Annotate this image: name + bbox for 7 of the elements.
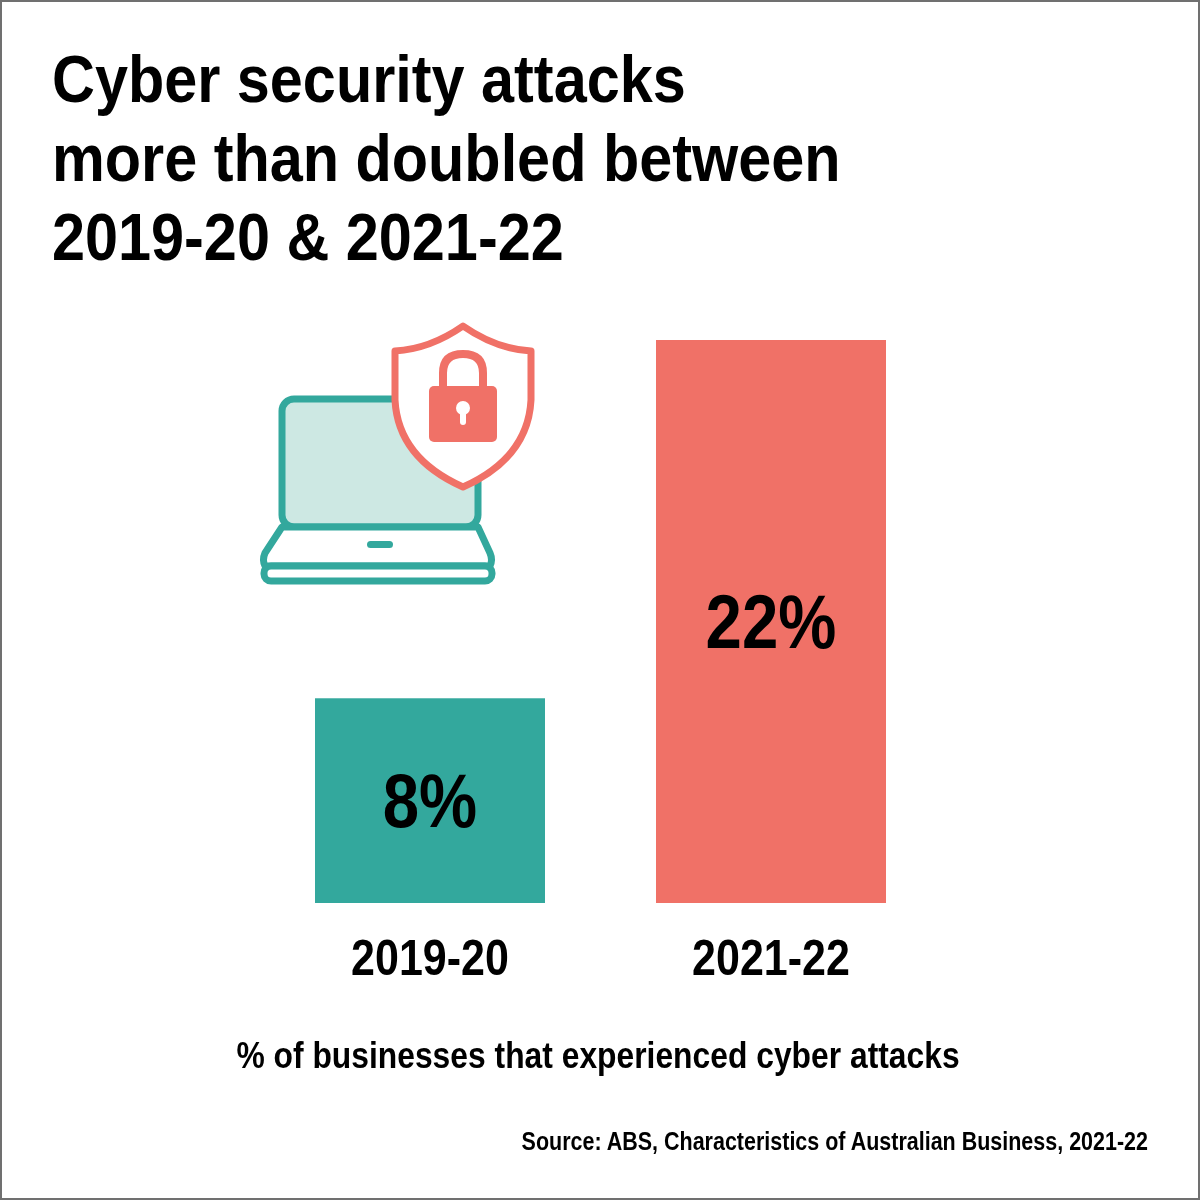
- x-axis-title: % of businesses that experienced cyber attacks: [236, 1034, 960, 1076]
- source-note: Source: ABS, Characteristics of Australian Business, 2021-22: [521, 1127, 1149, 1156]
- x-tick-label: 2019-20: [351, 929, 509, 986]
- data-label: 22%: [705, 578, 837, 664]
- chart-title: Cyber security attacks more than doubled between 2019-20 & 2021-22: [52, 42, 841, 274]
- x-tick-label: 2021-22: [692, 929, 850, 986]
- data-label: 8%: [382, 758, 478, 843]
